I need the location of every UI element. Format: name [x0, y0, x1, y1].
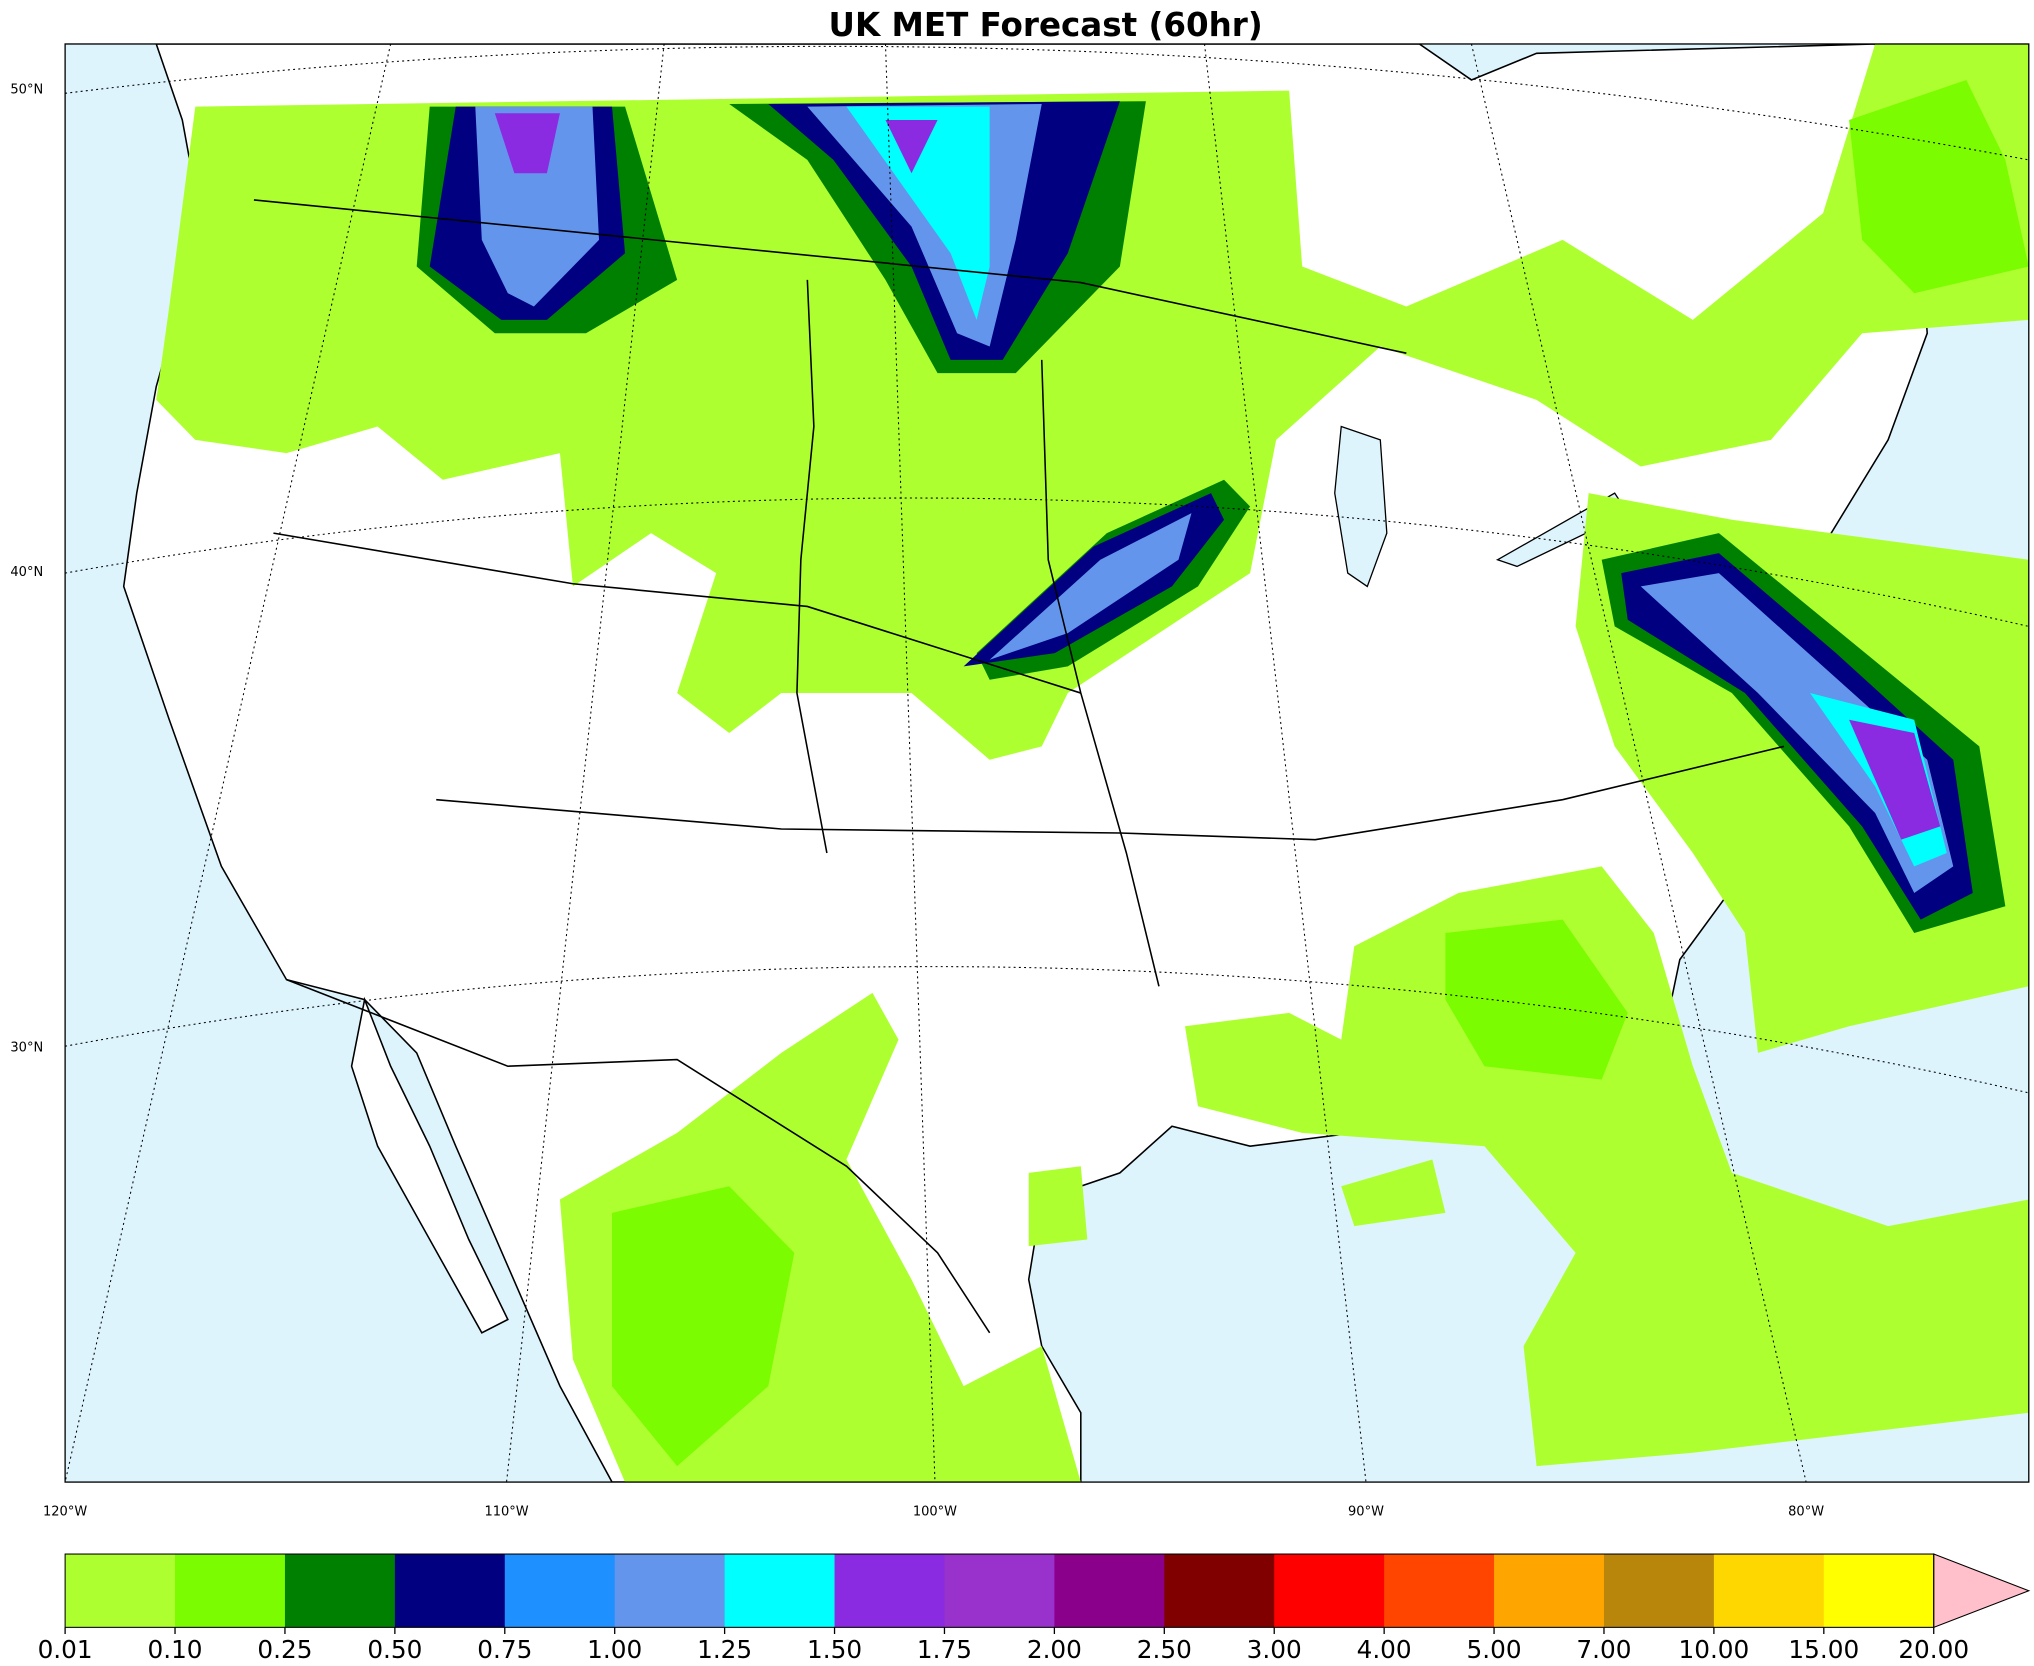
- colorbar-tick-label: 0.01: [38, 1635, 93, 1664]
- lon-label: 80°W: [1788, 1504, 1824, 1519]
- colorbar-segment: [1054, 1554, 1165, 1628]
- colorbar-tick-label: 4.00: [1357, 1635, 1412, 1664]
- colorbar-extension: [1933, 1553, 2031, 1629]
- colorbar-segment: [834, 1554, 946, 1628]
- colorbar-segment: [1603, 1554, 1715, 1628]
- title: UK MET Forecast (60hr): [829, 5, 1263, 44]
- lon-label: 120°W: [43, 1504, 87, 1519]
- colorbar-tick-label: 10.00: [1679, 1635, 1750, 1664]
- lat-label: 30°N: [10, 1040, 43, 1055]
- colorbar-segment: [944, 1554, 1056, 1628]
- colorbar-tick-label: 0.25: [257, 1635, 312, 1664]
- colorbar-tick-label: 2.50: [1137, 1635, 1192, 1664]
- lon-label: 100°W: [913, 1504, 957, 1519]
- colorbar-segment: [1494, 1554, 1605, 1628]
- colorbar-segment: [175, 1554, 286, 1628]
- colorbar-segment: [1274, 1554, 1385, 1628]
- colorbar-tick-label: 5.00: [1467, 1635, 1522, 1664]
- colorbar-tick-label: 0.50: [367, 1635, 422, 1664]
- colorbar-tick-label: 1.00: [587, 1635, 642, 1664]
- colorbar-segment: [724, 1554, 836, 1628]
- colorbar-tick-label: 1.75: [917, 1635, 972, 1664]
- colorbar-frame: [64, 1553, 1935, 1628]
- colorbar: 0.01 0.10 0.25 0.50 0.75 1.00 1.25 1.50 1.75 2.00…: [38, 1553, 2031, 1664]
- colorbar-segment: [65, 1554, 176, 1628]
- precip-area: [156, 43, 2029, 1483]
- lat-label: 50°N: [10, 82, 43, 97]
- axis-labels: 50°N 40°N 30°N 120°W 110°W 100°W 90°W 80°W: [10, 82, 1824, 1519]
- colorbar-tick-label: 3.00: [1247, 1635, 1302, 1664]
- colorbar-segment: [394, 1554, 506, 1628]
- colorbar-segment: [1713, 1554, 1825, 1628]
- lon-label: 110°W: [484, 1504, 528, 1519]
- colorbar-segment: [284, 1554, 396, 1628]
- map: [64, 43, 2030, 1483]
- colorbar-tick-label: 0.75: [477, 1635, 532, 1664]
- colorbar-segment: [1823, 1554, 1935, 1628]
- map-frame: [64, 43, 2030, 1483]
- lon-label: 90°W: [1348, 1504, 1384, 1519]
- colorbar-tick-label: 2.00: [1027, 1635, 1082, 1664]
- colorbar-segment: [1384, 1554, 1495, 1628]
- colorbar-tick-label: 0.10: [148, 1635, 203, 1664]
- graticule: [65, 43, 2029, 1483]
- colorbar-tick-label: 7.00: [1576, 1635, 1631, 1664]
- state-lines: [253, 199, 1785, 1334]
- colorbar-segment: [614, 1554, 726, 1628]
- colorbar-tick-label: 1.50: [807, 1635, 862, 1664]
- colorbar-unit: in: [1028, 1661, 1062, 1666]
- colorbar-tick-label: 1.25: [697, 1635, 752, 1664]
- colorbar-segment: [504, 1554, 616, 1628]
- colorbar-segment: [1164, 1554, 1275, 1628]
- baja: [350, 996, 509, 1334]
- colorbar-tick-label: 15.00: [1788, 1635, 1859, 1664]
- colorbar-tick-label: 20.00: [1898, 1635, 1969, 1664]
- lake-michigan: [1334, 425, 1388, 588]
- lat-label: 40°N: [10, 565, 43, 580]
